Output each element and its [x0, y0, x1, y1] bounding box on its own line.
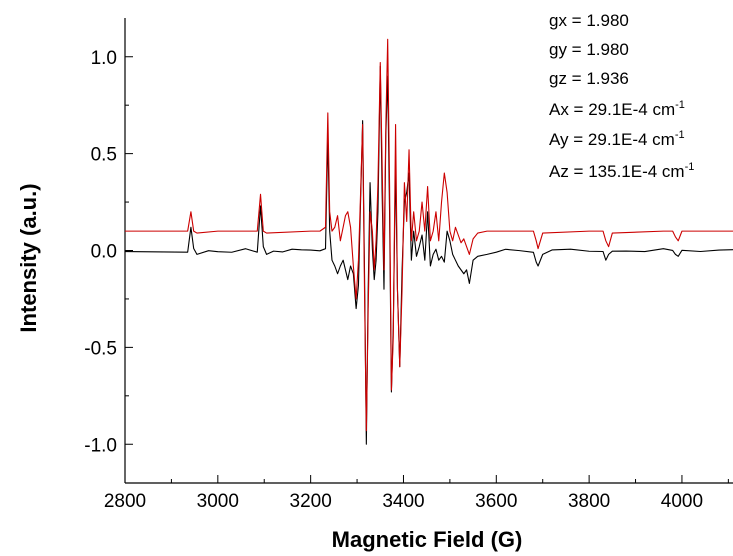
experimental-spectrum-line [124, 65, 733, 445]
simulated-spectrum-line [125, 38, 733, 432]
x-tick-label: 3600 [475, 491, 517, 512]
x-tick-label: 2800 [104, 491, 146, 512]
x-tick-label: 3200 [290, 491, 332, 512]
param-gx: gx = 1.980 [549, 11, 629, 30]
x-axis-title: Magnetic Field (G) [332, 527, 523, 552]
y-tick-label: 0.0 [91, 242, 117, 263]
param-gy: gy = 1.980 [549, 40, 629, 59]
x-tick-label: 3000 [197, 491, 239, 512]
param-ay: Ay = 29.1E-4 cm-1 [549, 129, 685, 149]
y-tick-label: -1.0 [84, 435, 117, 456]
y-tick-label: 1.0 [91, 48, 117, 69]
x-tick-label: 3800 [568, 491, 610, 512]
y-tick-label: 0.5 [91, 145, 117, 166]
param-ax: Ax = 29.1E-4 cm-1 [549, 99, 685, 119]
param-gz: gz = 1.936 [549, 69, 629, 88]
series-lines [124, 38, 733, 445]
x-tick-label: 3400 [382, 491, 424, 512]
plot-area: 2800 3000 3200 3400 3600 3800 4000 -1.0 -0.5 0.0 0… [84, 18, 733, 512]
axis-ticks: 2800 3000 3200 3400 3600 3800 4000 -1.0 -0.5 0.0 0… [84, 48, 729, 512]
parameter-annotations: gx = 1.980 gy = 1.980 gz = 1.936 Ax = 29… [549, 11, 694, 181]
y-tick-label: -0.5 [84, 338, 117, 359]
x-tick-label: 4000 [661, 491, 703, 512]
y-axis-title: Intensity (a.u.) [16, 183, 41, 332]
param-az: Az = 135.1E-4 cm-1 [549, 161, 694, 181]
